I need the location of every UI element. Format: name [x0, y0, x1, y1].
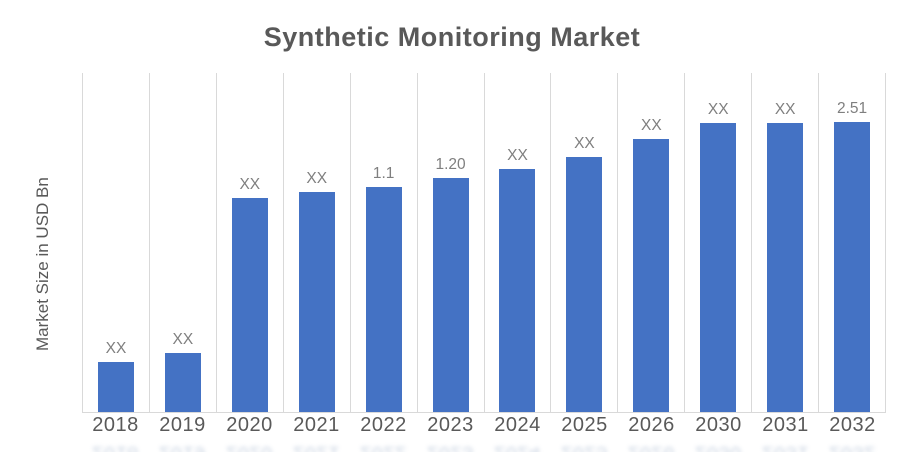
data-label-2018: XX: [105, 339, 127, 357]
bar-2023: [432, 178, 469, 412]
bar-2020: [231, 198, 268, 412]
data-label-2023: 1.20: [435, 155, 466, 173]
y-axis-title: Market Size in USD Bn: [33, 177, 52, 351]
x-tick-reflection-2024: 2024: [484, 441, 551, 452]
x-tick-label-2021: 2021: [293, 414, 340, 436]
data-label-2030: XX: [707, 100, 729, 118]
data-label-2025: XX: [574, 134, 595, 152]
x-tick-reflection-2025: 2025: [551, 441, 618, 452]
chart-title: Synthetic Monitoring Market: [263, 22, 641, 52]
x-tick-reflection-2022: 2022: [350, 441, 417, 452]
data-label-2022: 1.1: [372, 164, 395, 182]
x-tick-label-2032: 2032: [829, 414, 876, 436]
bar-2022: [365, 187, 402, 412]
x-tick-label-2031: 2031: [762, 414, 809, 436]
data-label-2024: XX: [507, 146, 528, 164]
bar-2026: [633, 139, 670, 412]
bar-2021: [298, 192, 335, 412]
bar-slot-2025: XX: [551, 73, 619, 412]
bar-slot-2021: XX: [284, 73, 351, 412]
x-tick-label-2025: 2025: [561, 414, 608, 436]
x-tick-reflection-2023: 2023: [417, 441, 484, 452]
data-label-2032: 2.51: [837, 99, 868, 117]
x-tick-label-2026: 2026: [628, 414, 675, 436]
data-label-2031: XX: [774, 100, 796, 118]
bar-slot-2031: XX: [752, 73, 820, 412]
data-label-2019: XX: [172, 330, 194, 348]
bar-slot-2026: XX: [618, 73, 686, 412]
data-label-2021: XX: [306, 169, 328, 187]
bar-2019: [164, 353, 201, 412]
data-label-2026: XX: [640, 116, 662, 134]
x-tick-label-2022: 2022: [360, 414, 407, 436]
x-tick-label-2018: 2018: [92, 414, 139, 436]
bar-slot-2022: 1.1: [351, 73, 418, 412]
x-tick-label-2020: 2020: [226, 414, 273, 436]
x-tick-reflection-2032: 2032: [819, 441, 886, 452]
x-axis-labels-reflection: 2018201920202021202220232024202520262030…: [82, 441, 886, 452]
bar-2025: [566, 157, 603, 412]
bar-slot-2018: XX: [83, 73, 150, 412]
x-tick-label-2019: 2019: [159, 414, 206, 436]
x-tick-label-2024: 2024: [494, 414, 541, 436]
x-tick-reflection-2019: 2019: [149, 441, 216, 452]
x-tick-reflection-2030: 2030: [685, 441, 752, 452]
plot-area: XX XX XX XX 1.1 1.20 XX XX XX XX XX 2.51: [82, 73, 887, 413]
x-tick-reflection-2020: 2020: [216, 441, 283, 452]
x-tick-reflection-2018: 2018: [82, 441, 149, 452]
x-tick-reflection-2026: 2026: [618, 441, 685, 452]
x-axis-labels: 2018 2019 2020 2021 2022 2023 2024 2025 2026 2030…: [82, 414, 886, 437]
bar-slot-2023: 1.20: [418, 73, 485, 412]
bar-2032: [834, 122, 871, 412]
bar-2031: [767, 123, 804, 412]
bar-2018: [97, 362, 134, 412]
x-tick-label-2030: 2030: [695, 414, 742, 436]
x-tick-reflection-2031: 2031: [752, 441, 819, 452]
bar-2030: [700, 123, 737, 412]
bar-slot-2020: XX: [217, 73, 284, 412]
x-tick-label-2023: 2023: [427, 414, 474, 436]
bar-slot-2032: 2.51: [819, 73, 887, 412]
bar-2024: [499, 169, 536, 412]
bar-slot-2019: XX: [150, 73, 217, 412]
x-tick-reflection-2021: 2021: [283, 441, 350, 452]
bar-slot-2030: XX: [685, 73, 753, 412]
data-label-2020: XX: [239, 175, 261, 193]
bar-slot-2024: XX: [485, 73, 552, 412]
